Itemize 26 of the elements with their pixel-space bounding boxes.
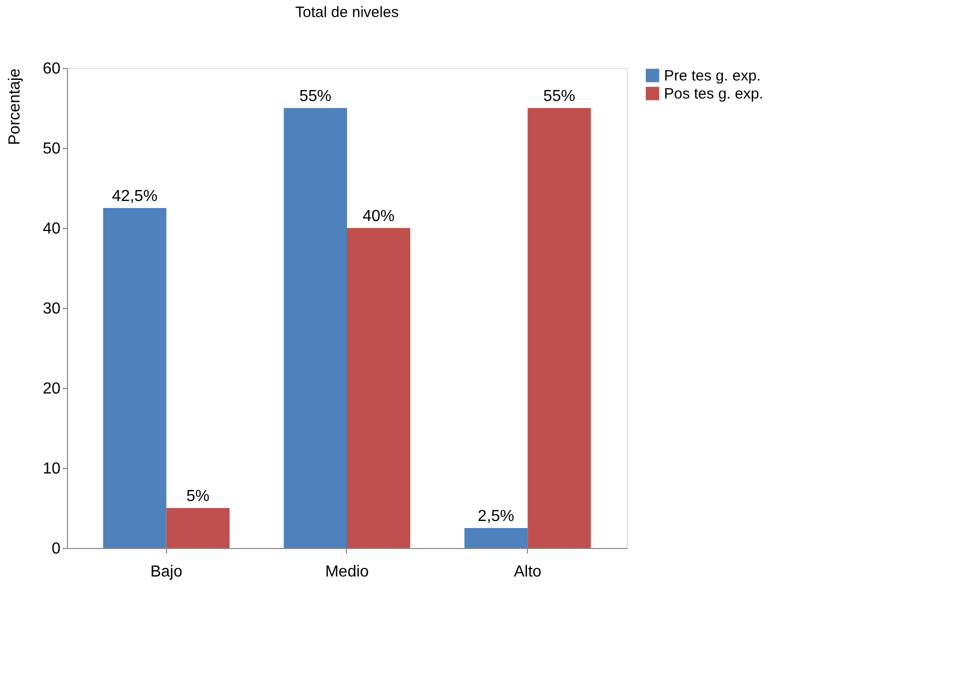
x-tick-label: Alto	[514, 564, 542, 580]
y-tick-label: 20	[42, 380, 61, 398]
data-label: 5%	[186, 488, 210, 505]
bar	[103, 208, 166, 548]
data-label: 42,5%	[112, 188, 158, 205]
bar	[166, 508, 230, 548]
y-tick-label: 10	[42, 460, 61, 478]
x-tick-label: Medio	[325, 564, 369, 580]
data-label: 40%	[362, 208, 395, 225]
y-tick-label: 0	[52, 540, 61, 558]
bar	[528, 108, 591, 548]
bar	[347, 228, 410, 548]
legend-label: Pre tes g. exp.	[664, 68, 761, 84]
y-tick-label: 40	[42, 220, 61, 238]
y-axis-title: Porcentaje	[6, 68, 24, 145]
y-tick-label: 30	[42, 300, 61, 318]
data-label: 2,5%	[478, 508, 514, 525]
y-tick-label: 50	[42, 140, 61, 158]
bar	[464, 528, 528, 548]
data-label: 55%	[543, 88, 576, 105]
x-tick-label: Bajo	[150, 564, 182, 580]
data-label: 55%	[299, 88, 332, 105]
chart-title: Total de niveles	[295, 4, 399, 21]
y-tick-label: 60	[42, 60, 61, 78]
legend-label: Pos tes g. exp.	[664, 86, 764, 102]
bar	[284, 108, 347, 548]
